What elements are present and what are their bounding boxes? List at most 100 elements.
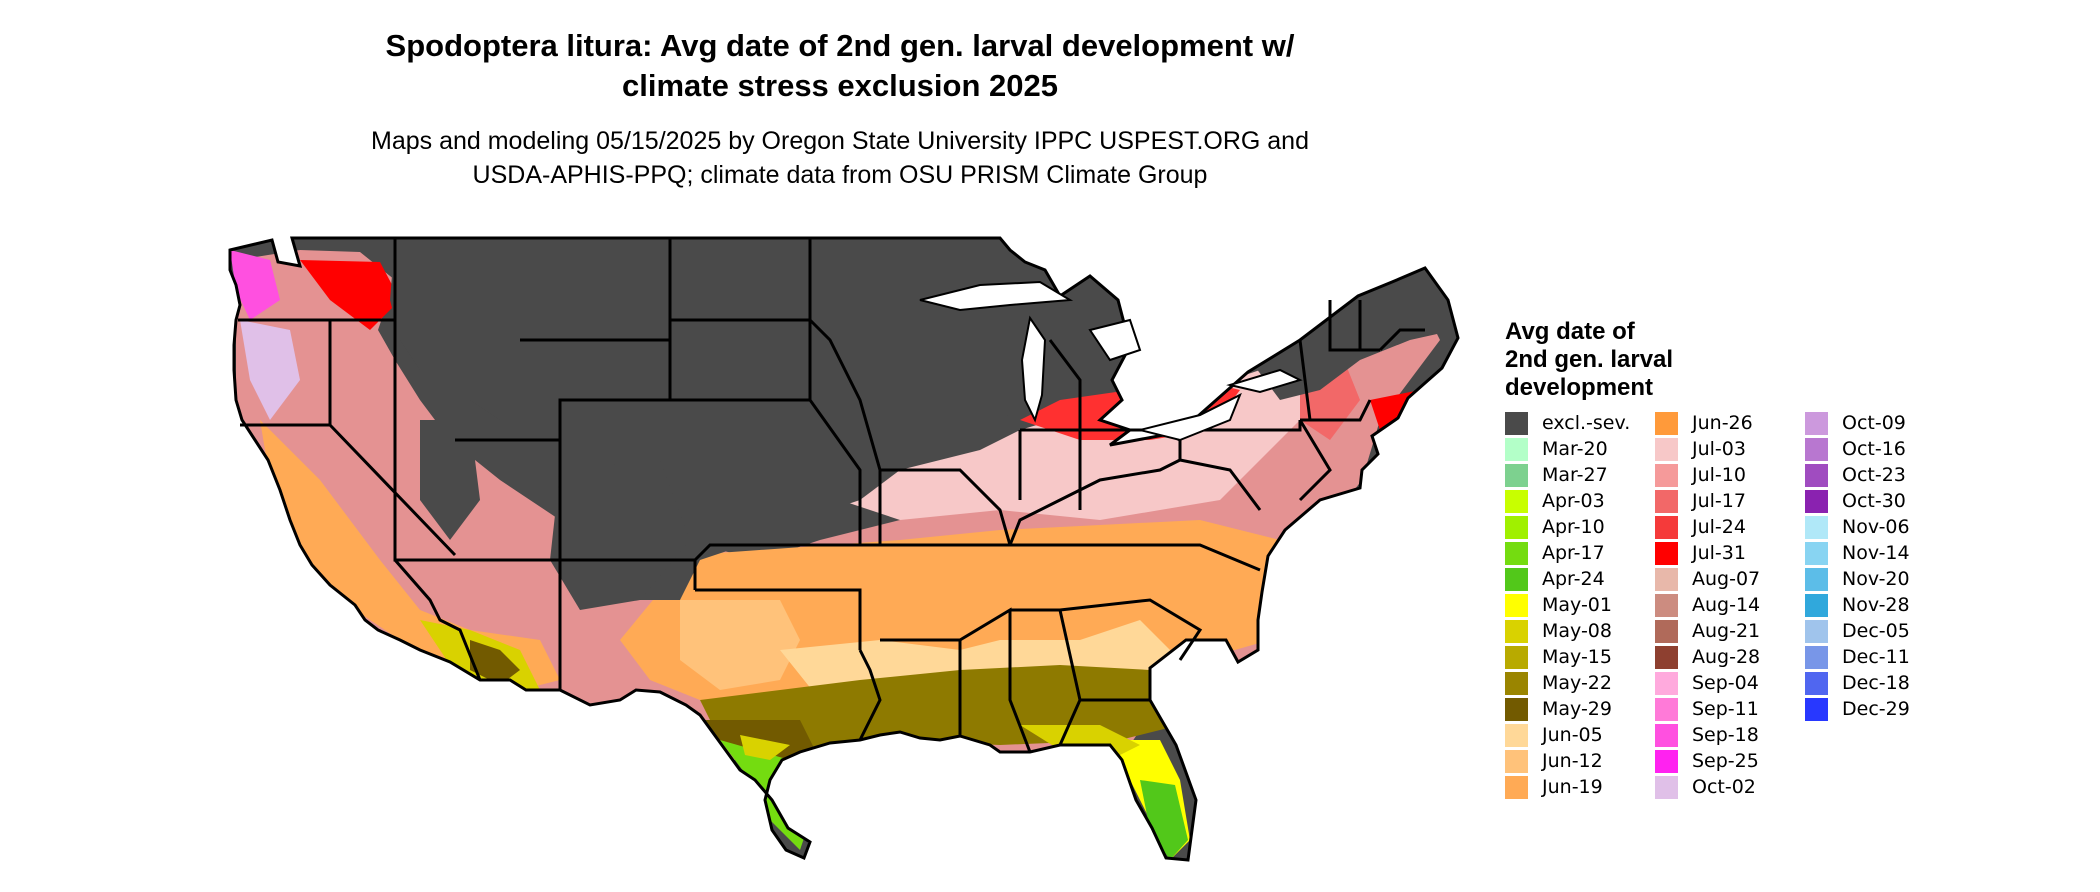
legend-swatch xyxy=(1505,619,1528,643)
legend-column: Oct-09 Oct-16 Oct-23 Oct-30 Nov-06 Nov-14 Nov-… xyxy=(1805,410,1955,800)
legend-label: Dec-05 xyxy=(1842,620,1910,642)
legend-item: Nov-28 xyxy=(1805,592,1955,618)
legend-item: Dec-05 xyxy=(1805,618,1955,644)
legend-label: excl.-sev. xyxy=(1542,412,1631,434)
legend-label: Apr-10 xyxy=(1542,516,1605,538)
legend-label: Apr-24 xyxy=(1542,568,1605,590)
legend-label: Mar-20 xyxy=(1542,438,1608,460)
legend-swatch xyxy=(1655,671,1678,695)
legend-item: Aug-28 xyxy=(1655,644,1805,670)
legend-label: Sep-04 xyxy=(1692,672,1759,694)
legend-label: Nov-14 xyxy=(1842,542,1910,564)
legend-item: May-08 xyxy=(1505,618,1655,644)
legend-item: Aug-14 xyxy=(1655,592,1805,618)
legend-item: Jun-05 xyxy=(1505,722,1655,748)
legend-item: Jul-03 xyxy=(1655,436,1805,462)
legend-label: Jul-17 xyxy=(1692,490,1746,512)
legend-item: Jul-24 xyxy=(1655,514,1805,540)
legend-swatch xyxy=(1655,541,1678,565)
legend-swatch xyxy=(1805,671,1828,695)
legend-swatch xyxy=(1505,697,1528,721)
legend-item: Nov-20 xyxy=(1805,566,1955,592)
legend-item: Jul-10 xyxy=(1655,462,1805,488)
legend-label: May-01 xyxy=(1542,594,1612,616)
legend-swatch xyxy=(1655,567,1678,591)
legend-swatch xyxy=(1505,645,1528,669)
legend-item: Oct-16 xyxy=(1805,436,1955,462)
legend-label: May-22 xyxy=(1542,672,1612,694)
legend-item: Sep-18 xyxy=(1655,722,1805,748)
legend-label: Aug-07 xyxy=(1692,568,1761,590)
legend-swatch xyxy=(1505,567,1528,591)
us-map xyxy=(228,236,1460,862)
map-title-line-1: Spodoptera litura: Avg date of 2nd gen. … xyxy=(385,28,1295,63)
legend-label: Apr-03 xyxy=(1542,490,1605,512)
legend-column: excl.-sev. Mar-20 Mar-27 Apr-03 Apr-10 Apr-17… xyxy=(1505,410,1655,800)
legend-item: excl.-sev. xyxy=(1505,410,1655,436)
legend-title-line-2: 2nd gen. larval xyxy=(1505,346,1674,373)
map-legend: Avg date of 2nd gen. larval development … xyxy=(1505,318,2065,800)
legend-item: Sep-04 xyxy=(1655,670,1805,696)
map-subtitle-line-2: USDA-APHIS-PPQ; climate data from OSU PR… xyxy=(472,161,1208,189)
legend-label: Aug-21 xyxy=(1692,620,1761,642)
legend-swatch xyxy=(1505,411,1528,435)
legend-item: Mar-27 xyxy=(1505,462,1655,488)
legend-swatch xyxy=(1655,697,1678,721)
legend-item: Nov-06 xyxy=(1805,514,1955,540)
legend-item: Apr-17 xyxy=(1505,540,1655,566)
legend-item: May-15 xyxy=(1505,644,1655,670)
legend-swatch xyxy=(1805,437,1828,461)
legend-item: Oct-02 xyxy=(1655,774,1805,800)
legend-swatch xyxy=(1655,775,1678,799)
legend-swatch xyxy=(1655,593,1678,617)
legend-item: Mar-20 xyxy=(1505,436,1655,462)
legend-swatch xyxy=(1505,671,1528,695)
legend-swatch xyxy=(1805,541,1828,565)
legend-label: Oct-09 xyxy=(1842,412,1906,434)
legend-item: Sep-25 xyxy=(1655,748,1805,774)
legend-item: Apr-10 xyxy=(1505,514,1655,540)
legend-swatch xyxy=(1655,645,1678,669)
legend-swatch xyxy=(1655,515,1678,539)
map-title: Spodoptera litura: Avg date of 2nd gen. … xyxy=(240,26,1440,106)
map-title-line-2: climate stress exclusion 2025 xyxy=(622,68,1058,103)
legend-label: Jun-26 xyxy=(1692,412,1753,434)
legend-item: Jun-26 xyxy=(1655,410,1805,436)
legend-label: May-08 xyxy=(1542,620,1612,642)
legend-item: Jul-17 xyxy=(1655,488,1805,514)
legend-label: May-15 xyxy=(1542,646,1612,668)
legend-swatch xyxy=(1805,619,1828,643)
legend-title: Avg date of 2nd gen. larval development xyxy=(1505,318,1745,402)
legend-item: Aug-21 xyxy=(1655,618,1805,644)
legend-label: Jul-31 xyxy=(1692,542,1746,564)
legend-item: Apr-03 xyxy=(1505,488,1655,514)
legend-item: Sep-11 xyxy=(1655,696,1805,722)
legend-item: Dec-18 xyxy=(1805,670,1955,696)
legend-label: Oct-23 xyxy=(1842,464,1906,486)
legend-item: May-01 xyxy=(1505,592,1655,618)
legend-item: Dec-29 xyxy=(1805,696,1955,722)
legend-title-line-1: Avg date of xyxy=(1505,318,1635,345)
legend-swatch xyxy=(1655,411,1678,435)
legend-swatch xyxy=(1505,723,1528,747)
legend-label: Jun-05 xyxy=(1542,724,1603,746)
legend-swatch xyxy=(1505,749,1528,773)
legend-item: Oct-30 xyxy=(1805,488,1955,514)
legend-label: Nov-20 xyxy=(1842,568,1910,590)
legend-label: Jul-24 xyxy=(1692,516,1746,538)
legend-label: Jun-12 xyxy=(1542,750,1603,772)
legend-item: Dec-11 xyxy=(1805,644,1955,670)
legend-item: Jul-31 xyxy=(1655,540,1805,566)
legend-label: May-29 xyxy=(1542,698,1612,720)
legend-item: Oct-23 xyxy=(1805,462,1955,488)
legend-swatch xyxy=(1505,541,1528,565)
legend-label: Dec-11 xyxy=(1842,646,1910,668)
excluded-overlay xyxy=(390,238,1455,610)
legend-label: Dec-18 xyxy=(1842,672,1910,694)
legend-swatch xyxy=(1805,463,1828,487)
legend-swatch xyxy=(1505,593,1528,617)
legend-item: May-22 xyxy=(1505,670,1655,696)
legend-label: Jul-03 xyxy=(1692,438,1746,460)
legend-swatch xyxy=(1805,593,1828,617)
